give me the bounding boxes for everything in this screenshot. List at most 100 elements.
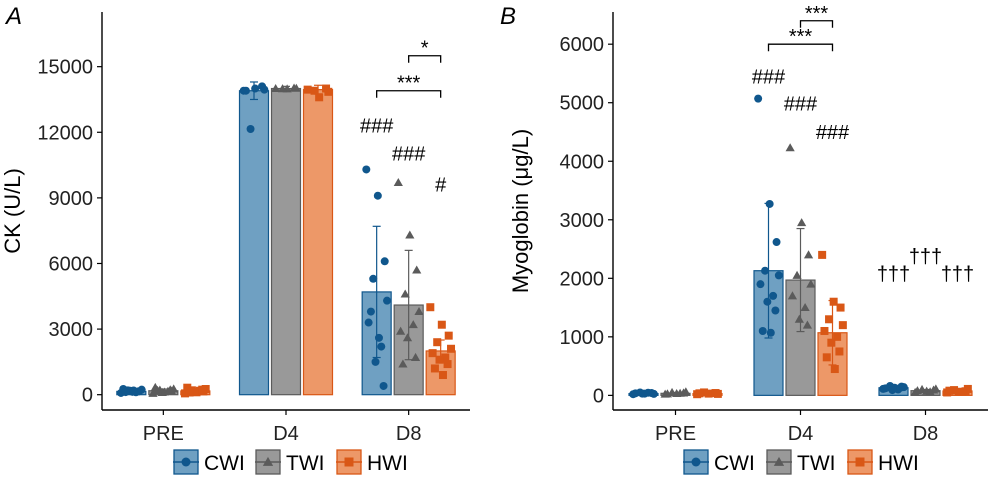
data-point [802, 320, 812, 329]
data-point [835, 347, 844, 356]
data-point [771, 306, 780, 315]
data-point [896, 383, 905, 392]
data-point [396, 326, 406, 335]
x-tick-label: D8 [396, 423, 422, 445]
data-point [400, 289, 410, 298]
data-point [379, 381, 388, 390]
legend-marker [773, 456, 785, 466]
data-point [769, 291, 778, 300]
data-point [774, 271, 783, 280]
data-point [950, 386, 959, 395]
chart-panel-b: 0 1000 2000 3000 4000 5000 6000 PRE D4 D8 Myoglobi… [508, 3, 988, 445]
y-tick-label: 3000 [49, 319, 94, 341]
data-point [700, 388, 709, 397]
data-point [704, 389, 713, 398]
significance-label: # [435, 174, 447, 196]
legend-label: TWI [286, 452, 324, 475]
significance-bracket [376, 90, 442, 98]
data-point [758, 326, 767, 335]
data-point [825, 315, 834, 324]
data-point [362, 165, 371, 174]
y-axis-title: CK (U/L) [0, 168, 25, 254]
data-point [190, 387, 199, 396]
data-point [833, 332, 842, 341]
significance-label: * [421, 38, 429, 60]
data-point [818, 250, 827, 259]
significance-bracket [767, 43, 834, 52]
y-tick-label: 5000 [560, 93, 605, 115]
legend-label: TWI [797, 452, 835, 475]
data-point [754, 94, 763, 103]
y-tick-label: 0 [593, 385, 604, 407]
data-point [444, 331, 453, 340]
data-point [763, 297, 772, 306]
legend-label: HWI [878, 452, 919, 475]
legend-label: CWI [714, 452, 755, 475]
data-point [912, 386, 923, 395]
x-tick-label: D4 [788, 423, 814, 445]
bar [238, 90, 270, 396]
data-point [430, 364, 439, 373]
data-point [792, 270, 802, 279]
significance-label: ### [816, 122, 850, 144]
significance-label: ### [360, 115, 394, 137]
data-point [291, 83, 301, 92]
data-point [398, 359, 408, 368]
data-point [797, 218, 807, 227]
legend-label: CWI [204, 452, 245, 475]
data-point [428, 349, 437, 358]
data-point [246, 124, 255, 133]
data-point [260, 85, 269, 94]
data-point [931, 384, 941, 393]
data-point [695, 389, 704, 398]
data-point [412, 265, 422, 274]
data-point [414, 306, 424, 316]
data-point [766, 328, 775, 337]
data-point [241, 86, 250, 95]
data-point [765, 199, 774, 208]
significance-label: ### [784, 93, 818, 115]
data-point [638, 389, 647, 398]
y-tick-label: 6000 [560, 34, 605, 56]
data-point [681, 387, 691, 396]
data-point [827, 338, 836, 347]
y-tick-label: 1000 [560, 327, 605, 349]
data-point [631, 389, 640, 398]
x-tick-label: D4 [273, 423, 299, 445]
data-point [785, 143, 795, 152]
legend-marker [855, 457, 865, 467]
y-tick-label: 3000 [560, 210, 605, 232]
data-point [380, 257, 389, 266]
data-point [881, 384, 890, 393]
data-point [324, 87, 333, 96]
data-point [198, 385, 207, 394]
y-axis-title: Myoglobin (μg/L) [508, 129, 533, 293]
x-tick-label: PRE [143, 423, 184, 445]
data-point [185, 388, 194, 397]
data-point [121, 388, 130, 397]
legend-marker [181, 457, 191, 467]
data-point [271, 83, 281, 92]
significance-label: ††† [941, 264, 974, 286]
legend-marker [262, 456, 274, 466]
data-point [800, 302, 810, 312]
bar [302, 89, 334, 396]
data-point [830, 365, 839, 374]
data-point [437, 320, 446, 329]
data-point [829, 297, 838, 306]
y-tick-label: 12000 [37, 122, 93, 144]
data-point [148, 388, 158, 397]
data-point [408, 320, 418, 329]
significance-label: *** [397, 73, 421, 95]
data-point [183, 383, 192, 392]
significance-label: *** [789, 26, 813, 48]
data-point [374, 333, 383, 342]
data-point [963, 384, 972, 393]
data-point [713, 389, 722, 398]
data-point [303, 85, 312, 94]
x-tick-label: D8 [913, 423, 939, 445]
significance-bracket [408, 55, 442, 63]
data-point [438, 371, 447, 380]
